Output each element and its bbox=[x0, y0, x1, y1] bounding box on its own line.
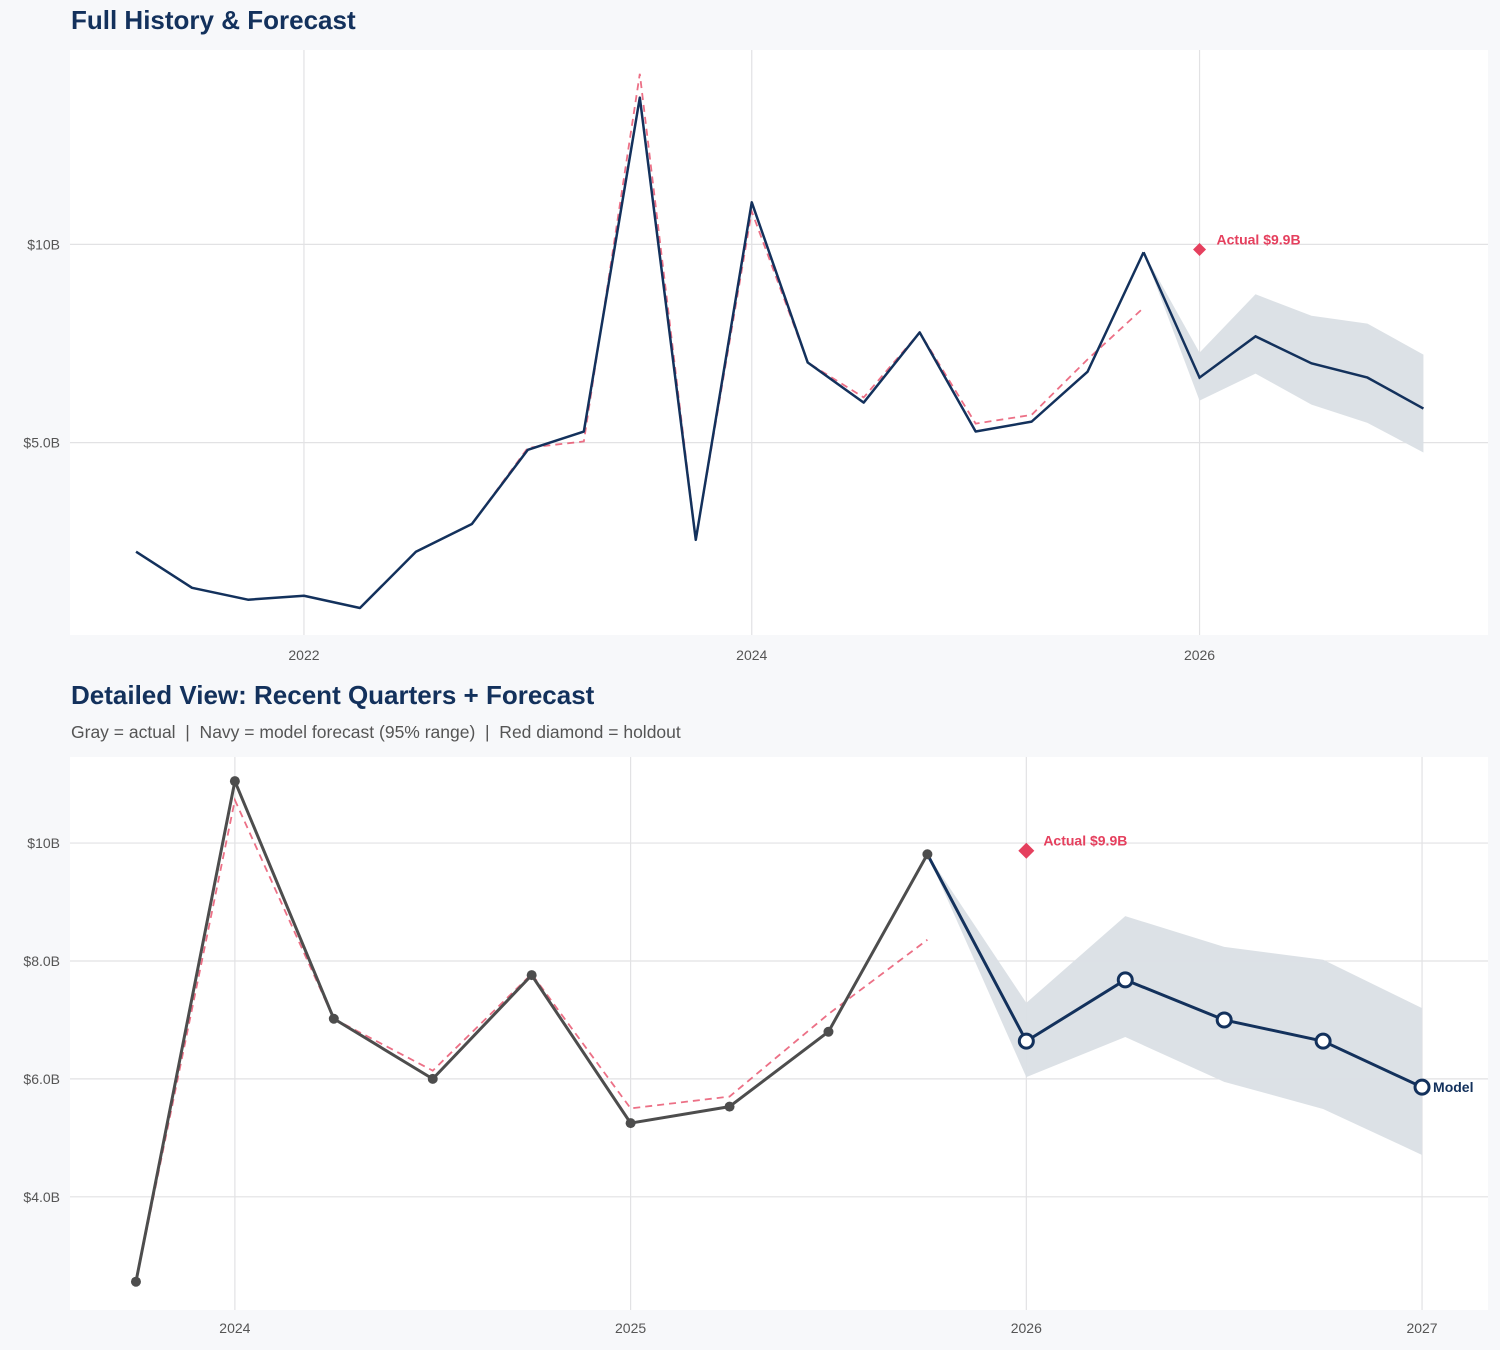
forecast-label: Model bbox=[1433, 1079, 1473, 1095]
actual-point bbox=[922, 849, 933, 860]
chart-2-title: Detailed View: Recent Quarters + Forecas… bbox=[71, 680, 595, 710]
x-tick-label: 2022 bbox=[288, 647, 319, 663]
y-tick-label: $4.0B bbox=[23, 1189, 60, 1205]
y-tick-label: $6.0B bbox=[23, 1071, 60, 1087]
forecast-point bbox=[1017, 1032, 1035, 1050]
actual-point bbox=[724, 1101, 735, 1112]
actual-point bbox=[427, 1073, 438, 1084]
forecast-line bbox=[926, 853, 1423, 1089]
holdout-label: Actual $9.9B bbox=[1043, 833, 1127, 849]
holdout-diamond bbox=[1018, 842, 1035, 859]
x-tick-label: 2026 bbox=[1184, 647, 1215, 663]
x-tick-label: 2024 bbox=[219, 1320, 250, 1336]
forecast-point bbox=[1314, 1032, 1332, 1050]
forecast-95-band bbox=[1143, 252, 1424, 453]
fitted-line bbox=[135, 797, 928, 1283]
x-tick-label: 2027 bbox=[1406, 1320, 1437, 1336]
chart-1: 2022 2024 2026 $5.0B $10B Actual $9.9B bbox=[23, 50, 1488, 663]
forecast-point bbox=[1413, 1078, 1431, 1096]
chart-2-subtitle: Gray = actual | Navy = model forecast (9… bbox=[71, 722, 681, 742]
actual-point bbox=[625, 1118, 636, 1129]
actual-point bbox=[130, 1276, 141, 1287]
holdout-diamond bbox=[1193, 242, 1207, 256]
x-tick-label: 2026 bbox=[1011, 1320, 1042, 1336]
y-tick-label: $10B bbox=[27, 236, 60, 252]
forecast-point bbox=[1215, 1011, 1233, 1029]
y-tick-label: $8.0B bbox=[23, 953, 60, 969]
y-tick-label: $10B bbox=[27, 835, 60, 851]
actual-point bbox=[229, 776, 240, 787]
forecast-95-band bbox=[927, 854, 1423, 1155]
y-tick-label: $5.0B bbox=[23, 435, 60, 451]
x-tick-label: 2024 bbox=[736, 647, 767, 663]
chart-1-title: Full History & Forecast bbox=[71, 5, 356, 35]
chart-2: 2024 2025 2026 2027 $4.0B $6.0B $8.0B $10B Model… bbox=[23, 757, 1488, 1336]
actual-point bbox=[823, 1026, 834, 1037]
forecast-point bbox=[1116, 971, 1134, 989]
actual-point bbox=[526, 970, 537, 981]
forecast-line bbox=[1142, 251, 1425, 410]
actual-line bbox=[135, 96, 1145, 610]
actual-point bbox=[328, 1013, 339, 1024]
x-tick-label: 2025 bbox=[615, 1320, 646, 1336]
holdout-label: Actual $9.9B bbox=[1217, 231, 1301, 247]
